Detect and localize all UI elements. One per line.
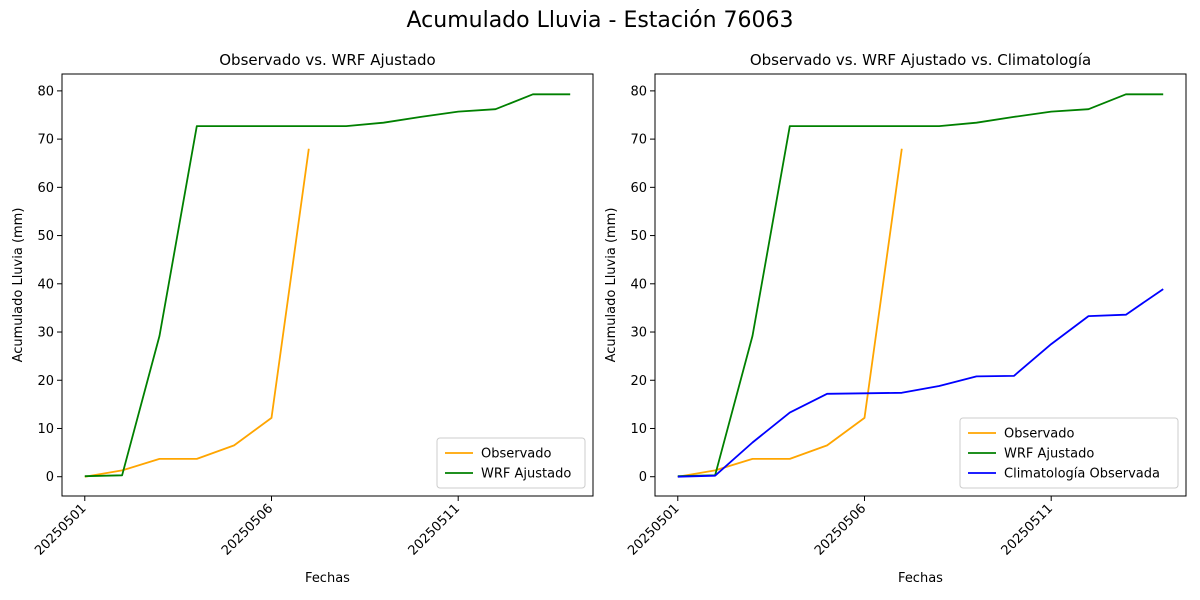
y-tick-label: 50 bbox=[37, 229, 54, 244]
series-line-observado bbox=[84, 148, 310, 478]
x-tick-label: 20250511 bbox=[999, 501, 1056, 558]
legend-label: Observado bbox=[481, 447, 552, 462]
chart-title: Observado vs. WRF Ajustado bbox=[219, 51, 435, 69]
y-tick-label: 30 bbox=[630, 326, 647, 341]
y-tick-label: 10 bbox=[630, 422, 647, 437]
x-tick-label: 20250506 bbox=[219, 501, 276, 558]
legend-label: WRF Ajustado bbox=[481, 467, 571, 482]
x-tick-label: 20250506 bbox=[812, 501, 869, 558]
series-line-wrf-ajustado bbox=[677, 93, 1164, 478]
y-tick-label: 70 bbox=[630, 133, 647, 148]
x-axis-label: Fechas bbox=[305, 571, 350, 586]
figure-title: Acumulado Lluvia - Estación 76063 bbox=[406, 8, 794, 33]
x-axis-label: Fechas bbox=[898, 571, 943, 586]
series-line-observado bbox=[677, 148, 903, 478]
x-tick-label: 20250501 bbox=[625, 501, 682, 558]
plot-area-frame bbox=[61, 73, 594, 497]
y-tick-label: 80 bbox=[630, 84, 647, 99]
y-axis-label: Acumulado Lluvia (mm) bbox=[604, 208, 619, 363]
legend: Observado WRF Ajustado bbox=[436, 437, 586, 489]
y-tick-label: 70 bbox=[37, 133, 54, 148]
series-line-climatología-observada bbox=[677, 288, 1164, 478]
x-tick-label: 20250511 bbox=[406, 501, 463, 558]
y-tick-label: 0 bbox=[639, 470, 647, 485]
y-axis-label: Acumulado Lluvia (mm) bbox=[11, 208, 26, 363]
chart-title: Observado vs. WRF Ajustado vs. Climatolo… bbox=[750, 51, 1091, 69]
plot-area-frame bbox=[654, 73, 1187, 497]
legend-label: Climatología Observada bbox=[1004, 467, 1160, 482]
y-tick-label: 20 bbox=[630, 374, 647, 389]
y-tick-label: 10 bbox=[37, 422, 54, 437]
y-tick-label: 60 bbox=[37, 181, 54, 196]
chart-panel-1: Observado vs. WRF Ajustado 0 10 20 30 40 50 60 7… bbox=[11, 51, 594, 586]
y-tick-label: 50 bbox=[630, 229, 647, 244]
y-tick-label: 80 bbox=[37, 84, 54, 99]
y-tick-label: 30 bbox=[37, 326, 54, 341]
series-line-wrf-ajustado bbox=[84, 93, 571, 478]
y-tick-label: 20 bbox=[37, 374, 54, 389]
y-tick-label: 60 bbox=[630, 181, 647, 196]
legend-label: Observado bbox=[1004, 427, 1075, 442]
legend-box bbox=[959, 417, 1179, 489]
y-tick-label: 40 bbox=[630, 277, 647, 292]
legend-box bbox=[436, 437, 586, 489]
y-tick-label: 40 bbox=[37, 277, 54, 292]
legend: Observado WRF Ajustado Climatología Observ… bbox=[959, 417, 1179, 489]
chart-panel-2: Observado vs. WRF Ajustado vs. Climatolo… bbox=[604, 51, 1187, 586]
y-tick-label: 0 bbox=[46, 470, 54, 485]
legend-label: WRF Ajustado bbox=[1004, 447, 1094, 462]
x-tick-label: 20250501 bbox=[32, 501, 89, 558]
